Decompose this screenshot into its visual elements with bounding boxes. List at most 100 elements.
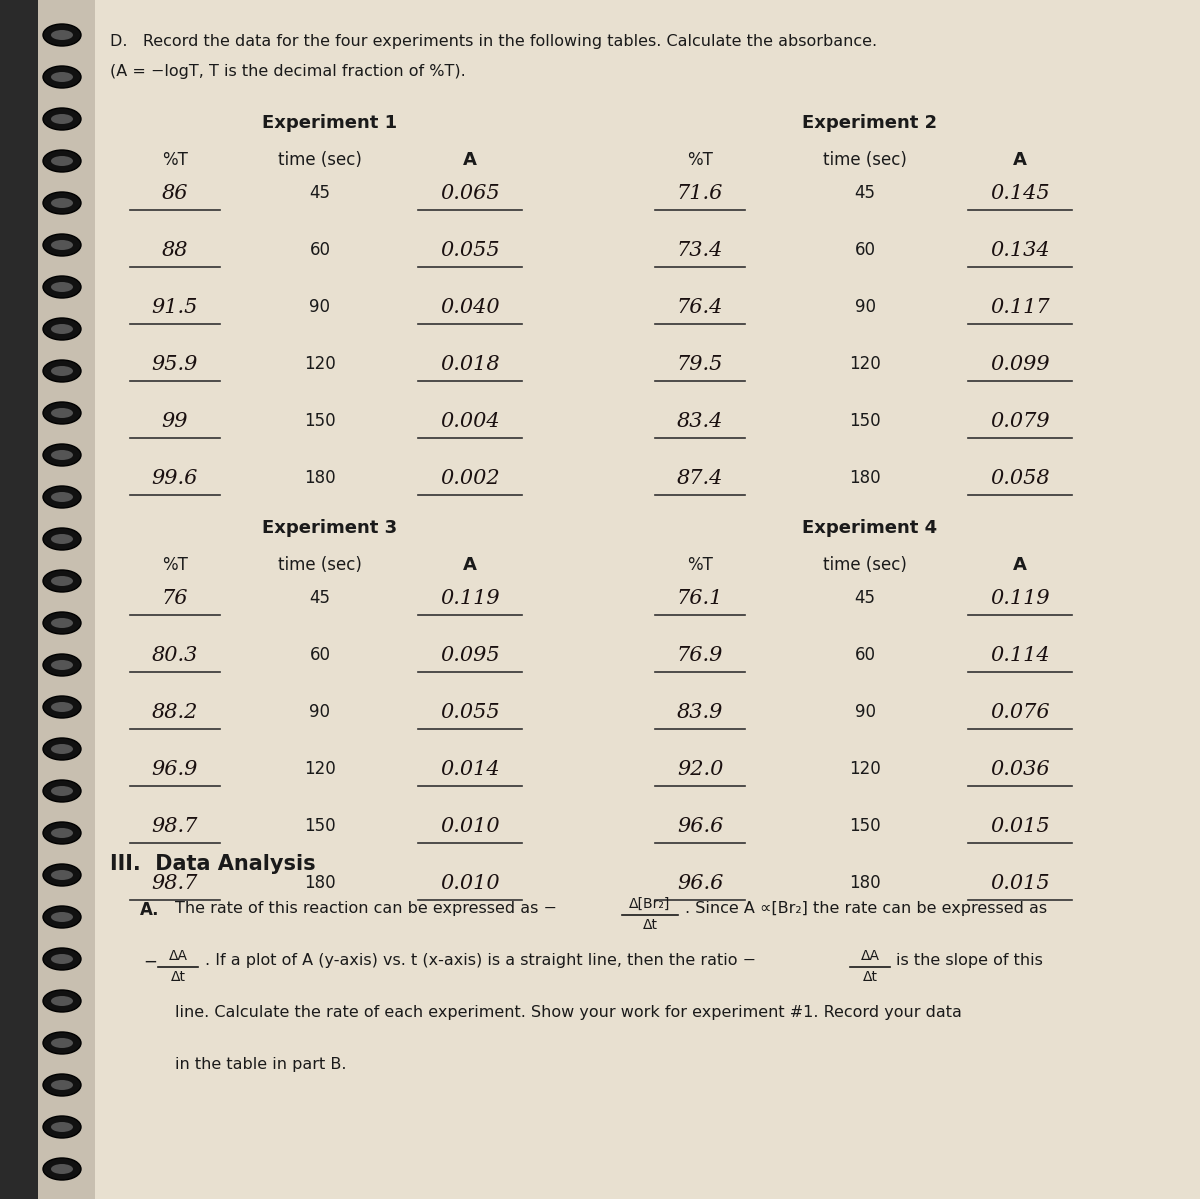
Text: ΔA: ΔA	[860, 948, 880, 963]
Text: 150: 150	[850, 412, 881, 430]
Text: %T: %T	[688, 556, 713, 574]
Text: 76: 76	[162, 589, 188, 608]
Ellipse shape	[50, 870, 73, 880]
Text: 0.002: 0.002	[440, 469, 500, 488]
Ellipse shape	[43, 1158, 82, 1180]
Text: 0.099: 0.099	[990, 355, 1050, 374]
Text: 76.4: 76.4	[677, 299, 724, 317]
Ellipse shape	[50, 156, 73, 165]
Text: 90: 90	[310, 703, 330, 721]
Text: 0.014: 0.014	[440, 760, 500, 779]
Text: . If a plot of A (y-axis) vs. t (x-axis) is a straight line, then the ratio −: . If a plot of A (y-axis) vs. t (x-axis)…	[205, 953, 756, 968]
Text: 0.040: 0.040	[440, 299, 500, 317]
Text: A: A	[1013, 151, 1027, 169]
Text: 0.055: 0.055	[440, 703, 500, 722]
Text: 76.9: 76.9	[677, 646, 724, 665]
Text: 96.6: 96.6	[677, 874, 724, 893]
Text: 60: 60	[310, 241, 330, 259]
Text: 91.5: 91.5	[152, 299, 198, 317]
Text: 0.065: 0.065	[440, 183, 500, 203]
Text: 120: 120	[304, 355, 336, 373]
Ellipse shape	[43, 739, 82, 760]
Ellipse shape	[50, 745, 73, 754]
Bar	[0, 0, 38, 1199]
Text: %T: %T	[162, 556, 188, 574]
Text: 120: 120	[304, 760, 336, 778]
Text: 0.117: 0.117	[990, 299, 1050, 317]
Ellipse shape	[50, 240, 73, 251]
Ellipse shape	[43, 990, 82, 1012]
Ellipse shape	[50, 954, 73, 964]
Text: 96.6: 96.6	[677, 817, 724, 836]
Ellipse shape	[43, 192, 82, 213]
Ellipse shape	[50, 1164, 73, 1174]
Text: 83.9: 83.9	[677, 703, 724, 722]
Text: Δ[Br₂]: Δ[Br₂]	[629, 897, 671, 911]
Ellipse shape	[43, 1074, 82, 1096]
Text: 98.7: 98.7	[152, 874, 198, 893]
Text: 180: 180	[850, 469, 881, 487]
Text: 150: 150	[304, 412, 336, 430]
Text: Δt: Δt	[642, 918, 658, 932]
Text: A: A	[463, 556, 476, 574]
Text: 60: 60	[854, 241, 876, 259]
Text: 0.058: 0.058	[990, 469, 1050, 488]
Text: (A = −logT, T is the decimal fraction of %T).: (A = −logT, T is the decimal fraction of…	[110, 64, 466, 79]
Text: 0.036: 0.036	[990, 760, 1050, 779]
Text: 79.5: 79.5	[677, 355, 724, 374]
Text: time (sec): time (sec)	[278, 151, 362, 169]
Text: 71.6: 71.6	[677, 183, 724, 203]
Ellipse shape	[43, 864, 82, 886]
Text: 0.095: 0.095	[440, 646, 500, 665]
Ellipse shape	[50, 534, 73, 544]
Text: D.   Record the data for the four experiments in the following tables. Calculate: D. Record the data for the four experime…	[110, 34, 877, 49]
Text: 0.134: 0.134	[990, 241, 1050, 260]
Text: time (sec): time (sec)	[823, 556, 907, 574]
Ellipse shape	[43, 653, 82, 676]
Text: Δt: Δt	[863, 970, 877, 984]
Text: 180: 180	[304, 469, 336, 487]
Text: 88: 88	[162, 241, 188, 260]
Text: 45: 45	[854, 589, 876, 607]
Text: 0.119: 0.119	[990, 589, 1050, 608]
Text: 150: 150	[304, 817, 336, 835]
Ellipse shape	[50, 1038, 73, 1048]
Text: 0.018: 0.018	[440, 355, 500, 374]
Ellipse shape	[50, 366, 73, 376]
Ellipse shape	[50, 912, 73, 922]
Text: . Since A ∝[Br₂] the rate can be expressed as: . Since A ∝[Br₂] the rate can be express…	[685, 900, 1048, 916]
Ellipse shape	[50, 1080, 73, 1090]
Ellipse shape	[43, 108, 82, 129]
Ellipse shape	[50, 829, 73, 838]
Ellipse shape	[50, 701, 73, 712]
Ellipse shape	[50, 617, 73, 628]
Ellipse shape	[43, 781, 82, 802]
Text: A: A	[1013, 556, 1027, 574]
Ellipse shape	[43, 66, 82, 88]
Text: 120: 120	[850, 760, 881, 778]
Text: 90: 90	[854, 703, 876, 721]
Ellipse shape	[43, 528, 82, 550]
Ellipse shape	[43, 1032, 82, 1054]
Ellipse shape	[43, 24, 82, 46]
Text: A.: A.	[140, 900, 160, 918]
Ellipse shape	[50, 492, 73, 502]
Text: 88.2: 88.2	[152, 703, 198, 722]
Text: A: A	[463, 151, 476, 169]
Text: 60: 60	[854, 646, 876, 664]
Text: 60: 60	[310, 646, 330, 664]
Text: Experiment 3: Experiment 3	[263, 519, 397, 537]
Text: 0.079: 0.079	[990, 412, 1050, 430]
Ellipse shape	[50, 996, 73, 1006]
Text: 98.7: 98.7	[152, 817, 198, 836]
Ellipse shape	[43, 486, 82, 508]
Text: 0.055: 0.055	[440, 241, 500, 260]
Text: 0.004: 0.004	[440, 412, 500, 430]
Text: Experiment 2: Experiment 2	[803, 114, 937, 132]
Ellipse shape	[43, 611, 82, 634]
Text: 83.4: 83.4	[677, 412, 724, 430]
Ellipse shape	[50, 114, 73, 123]
Text: %T: %T	[688, 151, 713, 169]
Text: Experiment 1: Experiment 1	[263, 114, 397, 132]
Text: 0.114: 0.114	[990, 646, 1050, 665]
